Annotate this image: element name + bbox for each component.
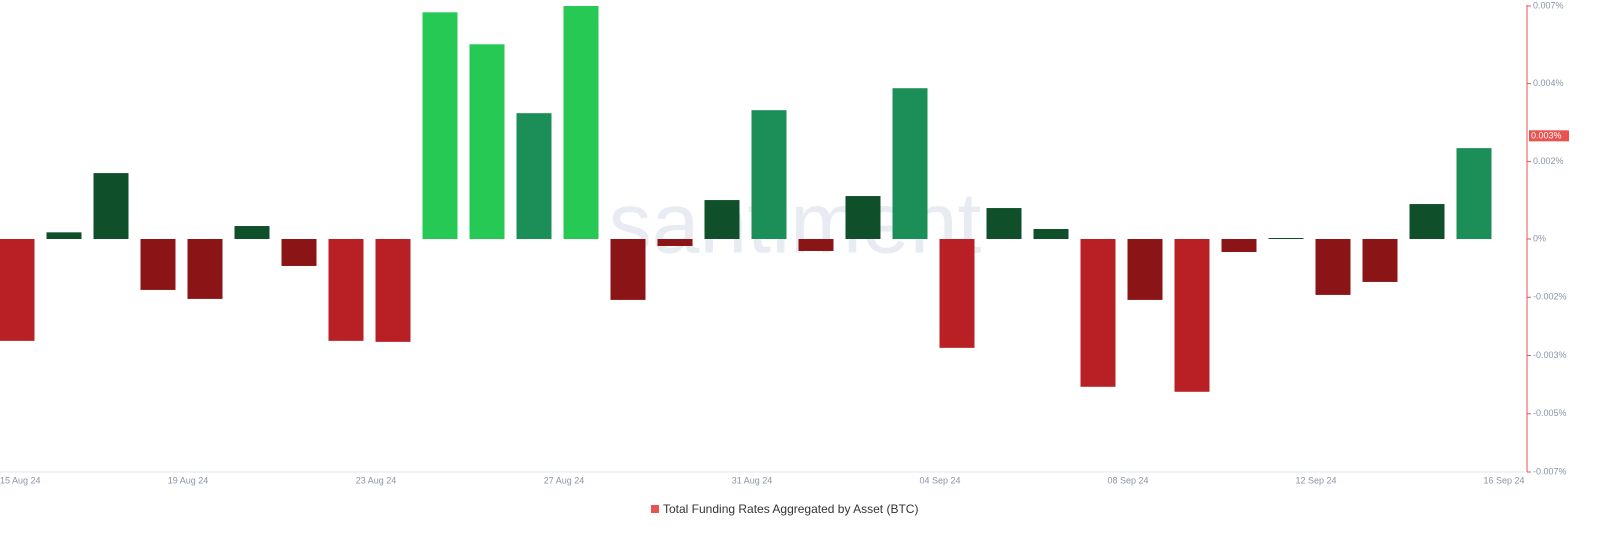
x-tick-label: 23 Aug 24 — [356, 475, 397, 485]
x-tick-label: 16 Sep 24 — [1483, 475, 1524, 485]
bar — [751, 110, 787, 239]
bar — [1174, 239, 1210, 392]
bar — [1080, 239, 1116, 387]
x-tick-label: 31 Aug 24 — [732, 475, 773, 485]
bar — [1409, 204, 1445, 239]
bar — [563, 6, 599, 239]
bar — [93, 173, 129, 239]
bar — [986, 208, 1022, 239]
y-tick-label: -0.005% — [1533, 408, 1567, 418]
bar — [939, 239, 975, 348]
legend-label: Total Funding Rates Aggregated by Asset … — [663, 502, 918, 516]
current-value-marker — [1529, 130, 1569, 142]
bar — [375, 239, 411, 342]
y-tick-label: 0% — [1533, 233, 1546, 243]
bar — [234, 226, 270, 239]
bar — [328, 239, 364, 341]
bar — [0, 239, 35, 341]
bar — [798, 239, 834, 251]
x-tick-label: 08 Sep 24 — [1107, 475, 1148, 485]
current-value-label: 0.003% — [1531, 131, 1562, 141]
x-tick-label: 19 Aug 24 — [168, 475, 209, 485]
y-tick-label: 0.007% — [1533, 0, 1564, 10]
x-tick-label: 04 Sep 24 — [919, 475, 960, 485]
y-tick-label: -0.007% — [1533, 466, 1567, 476]
y-tick-label: -0.002% — [1533, 292, 1567, 302]
bar — [1268, 238, 1304, 239]
bar — [516, 113, 552, 239]
bar — [657, 239, 693, 246]
y-tick-label: 0.004% — [1533, 78, 1564, 88]
bar — [1362, 239, 1398, 282]
bar — [610, 239, 646, 300]
x-tick-label: 15 Aug 24 — [0, 475, 41, 485]
bar — [845, 196, 881, 239]
bar — [1221, 239, 1257, 252]
bar — [140, 239, 176, 290]
bar — [187, 239, 223, 299]
bar — [422, 12, 458, 240]
y-tick-label: -0.003% — [1533, 350, 1567, 360]
bar — [281, 239, 317, 266]
bar — [46, 232, 82, 239]
bar — [1315, 239, 1351, 295]
bar — [704, 200, 740, 239]
bar — [1456, 148, 1492, 239]
bar — [469, 44, 505, 240]
y-tick-label: 0.002% — [1533, 156, 1564, 166]
bar — [892, 88, 928, 239]
legend-swatch — [651, 505, 659, 513]
bar — [1127, 239, 1163, 300]
x-tick-label: 12 Sep 24 — [1295, 475, 1336, 485]
x-tick-label: 27 Aug 24 — [544, 475, 585, 485]
bar — [1033, 229, 1069, 239]
